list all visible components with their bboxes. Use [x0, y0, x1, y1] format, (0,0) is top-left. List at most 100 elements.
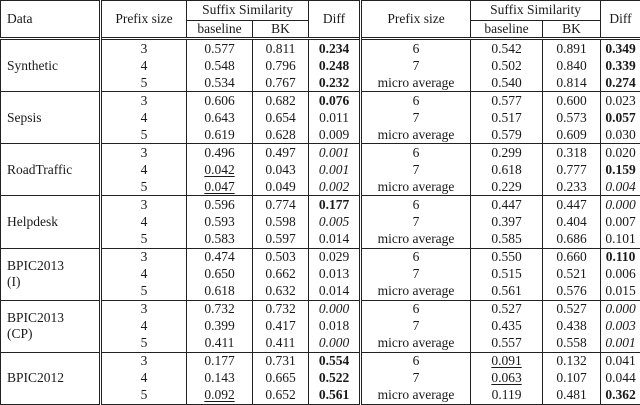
diff-cell: 0.057 [600, 109, 640, 127]
prefix-cell: 6 [359, 195, 471, 214]
baseline-cell: 0.092 [186, 386, 253, 405]
bk-cell: 0.682 [251, 91, 309, 110]
dataset-label: BPIC2013 (CP) [0, 299, 101, 353]
bk-cell: 0.732 [251, 299, 309, 318]
col-header-prefix-size-right: Prefix size [359, 0, 471, 39]
bk-cell: 0.447 [542, 195, 601, 214]
diff-cell: 0.011 [308, 109, 361, 127]
header-row-2: baseline BK baseline BK [1, 20, 640, 39]
prefix-cell: 3 [99, 195, 187, 214]
bk-cell: 0.558 [542, 334, 601, 353]
bk-cell: 0.598 [251, 213, 309, 231]
baseline-cell: 0.606 [186, 91, 253, 110]
dataset-label: BPIC2012 [0, 351, 101, 405]
dataset-label-line: BPIC2013 [7, 309, 65, 325]
col-header-bk-left: BK [251, 20, 309, 39]
baseline-cell: 0.618 [470, 161, 543, 179]
dataset-label-line: (CP) [7, 326, 33, 342]
baseline-cell: 0.579 [470, 126, 543, 144]
prefix-cell: 5 [99, 282, 187, 301]
bk-cell: 0.503 [251, 247, 309, 266]
bk-cell: 0.438 [542, 317, 601, 335]
prefix-cell: 7 [359, 317, 471, 335]
dataset-label-line: BPIC2012 [7, 370, 65, 386]
table-row: 4 0.548 0.796 0.248 7 0.502 0.840 0.339 [1, 57, 640, 75]
prefix-cell: micro average [359, 178, 471, 196]
prefix-cell: 4 [99, 369, 187, 387]
table-row: 5 0.047 0.049 0.002 micro average 0.229 0.233 0… [1, 178, 640, 196]
bk-cell: 0.318 [542, 143, 601, 162]
prefix-cell: 7 [359, 369, 471, 387]
dataset-label-line: RoadTraffic [7, 161, 73, 177]
diff-cell: 0.030 [600, 126, 640, 144]
table-row: 4 0.593 0.598 0.005 7 0.397 0.404 0.007 [1, 213, 640, 231]
baseline-cell: 0.618 [186, 282, 253, 301]
baseline-cell: 0.650 [186, 265, 253, 283]
prefix-cell: 3 [99, 91, 187, 110]
baseline-cell: 0.550 [470, 247, 543, 266]
baseline-cell: 0.496 [186, 143, 253, 162]
prefix-cell: 4 [99, 161, 187, 179]
prefix-cell: 5 [99, 126, 187, 144]
diff-cell: 0.007 [600, 213, 640, 231]
prefix-cell: 3 [99, 143, 187, 162]
prefix-cell: 6 [359, 91, 471, 110]
baseline-cell: 0.557 [470, 334, 543, 353]
diff-cell: 0.014 [308, 230, 361, 249]
baseline-cell: 0.502 [470, 57, 543, 75]
diff-cell: 0.003 [600, 317, 640, 335]
table-row: 4 0.650 0.662 0.013 7 0.515 0.521 0.006 [1, 265, 640, 283]
table-row: BPIC2013 (I) 3 0.474 0.503 0.029 6 0.550 0.660 0.… [0, 247, 640, 301]
diff-cell: 0.001 [600, 334, 640, 353]
baseline-cell: 0.447 [470, 195, 543, 214]
diff-cell: 0.044 [600, 369, 640, 387]
bk-cell: 0.521 [542, 265, 601, 283]
table-row: 5 0.583 0.597 0.014 micro average 0.585 0.686 0… [1, 230, 640, 249]
prefix-cell: 7 [359, 109, 471, 127]
baseline-cell: 0.143 [186, 369, 253, 387]
diff-cell: 0.001 [308, 143, 361, 162]
baseline-cell: 0.540 [470, 74, 543, 92]
baseline-cell: 0.585 [470, 230, 543, 249]
diff-cell: 0.005 [308, 213, 361, 231]
bk-cell: 0.777 [542, 161, 601, 179]
col-header-diff-left: Diff [308, 0, 361, 39]
diff-cell: 0.159 [600, 161, 640, 179]
bk-cell: 0.049 [251, 178, 309, 196]
prefix-cell: 4 [99, 109, 187, 127]
baseline-cell: 0.577 [470, 91, 543, 110]
dataset-label-line: Sepsis [7, 109, 42, 125]
bk-cell: 0.774 [251, 195, 309, 214]
baseline-cell: 0.527 [470, 299, 543, 318]
diff-cell: 0.029 [308, 247, 361, 266]
dataset-label-line: BPIC2013 [7, 257, 65, 273]
baseline-cell: 0.177 [186, 351, 253, 370]
baseline-cell: 0.561 [470, 282, 543, 301]
bk-cell: 0.576 [542, 282, 601, 301]
dataset-label-line: (I) [7, 274, 21, 290]
baseline-cell: 0.732 [186, 299, 253, 318]
diff-cell: 0.232 [308, 74, 361, 92]
bk-cell: 0.609 [542, 126, 601, 144]
diff-cell: 0.000 [308, 299, 361, 318]
baseline-cell: 0.397 [470, 213, 543, 231]
bk-cell: 0.654 [251, 109, 309, 127]
diff-cell: 0.554 [308, 351, 361, 370]
dataset-label-line: Helpdesk [7, 213, 58, 229]
diff-cell: 0.006 [600, 265, 640, 283]
diff-cell: 0.177 [308, 195, 361, 214]
table-body: Synthetic 3 0.577 0.811 0.234 6 0.542 0.891 0.34… [0, 37, 640, 405]
bk-cell: 0.597 [251, 230, 309, 249]
bk-cell: 0.632 [251, 282, 309, 301]
bk-cell: 0.417 [251, 317, 309, 335]
diff-cell: 0.339 [600, 57, 640, 75]
prefix-cell: 6 [359, 143, 471, 162]
baseline-cell: 0.091 [470, 351, 543, 370]
diff-cell: 0.004 [600, 178, 640, 196]
col-header-suffix-similarity-left: Suffix Similarity [185, 0, 309, 21]
bk-cell: 0.652 [251, 386, 309, 405]
prefix-cell: 5 [99, 386, 187, 405]
diff-cell: 0.013 [308, 265, 361, 283]
prefix-cell: 7 [359, 161, 471, 179]
table-row: RoadTraffic 3 0.496 0.497 0.001 6 0.299 0.318 0.… [0, 143, 640, 196]
